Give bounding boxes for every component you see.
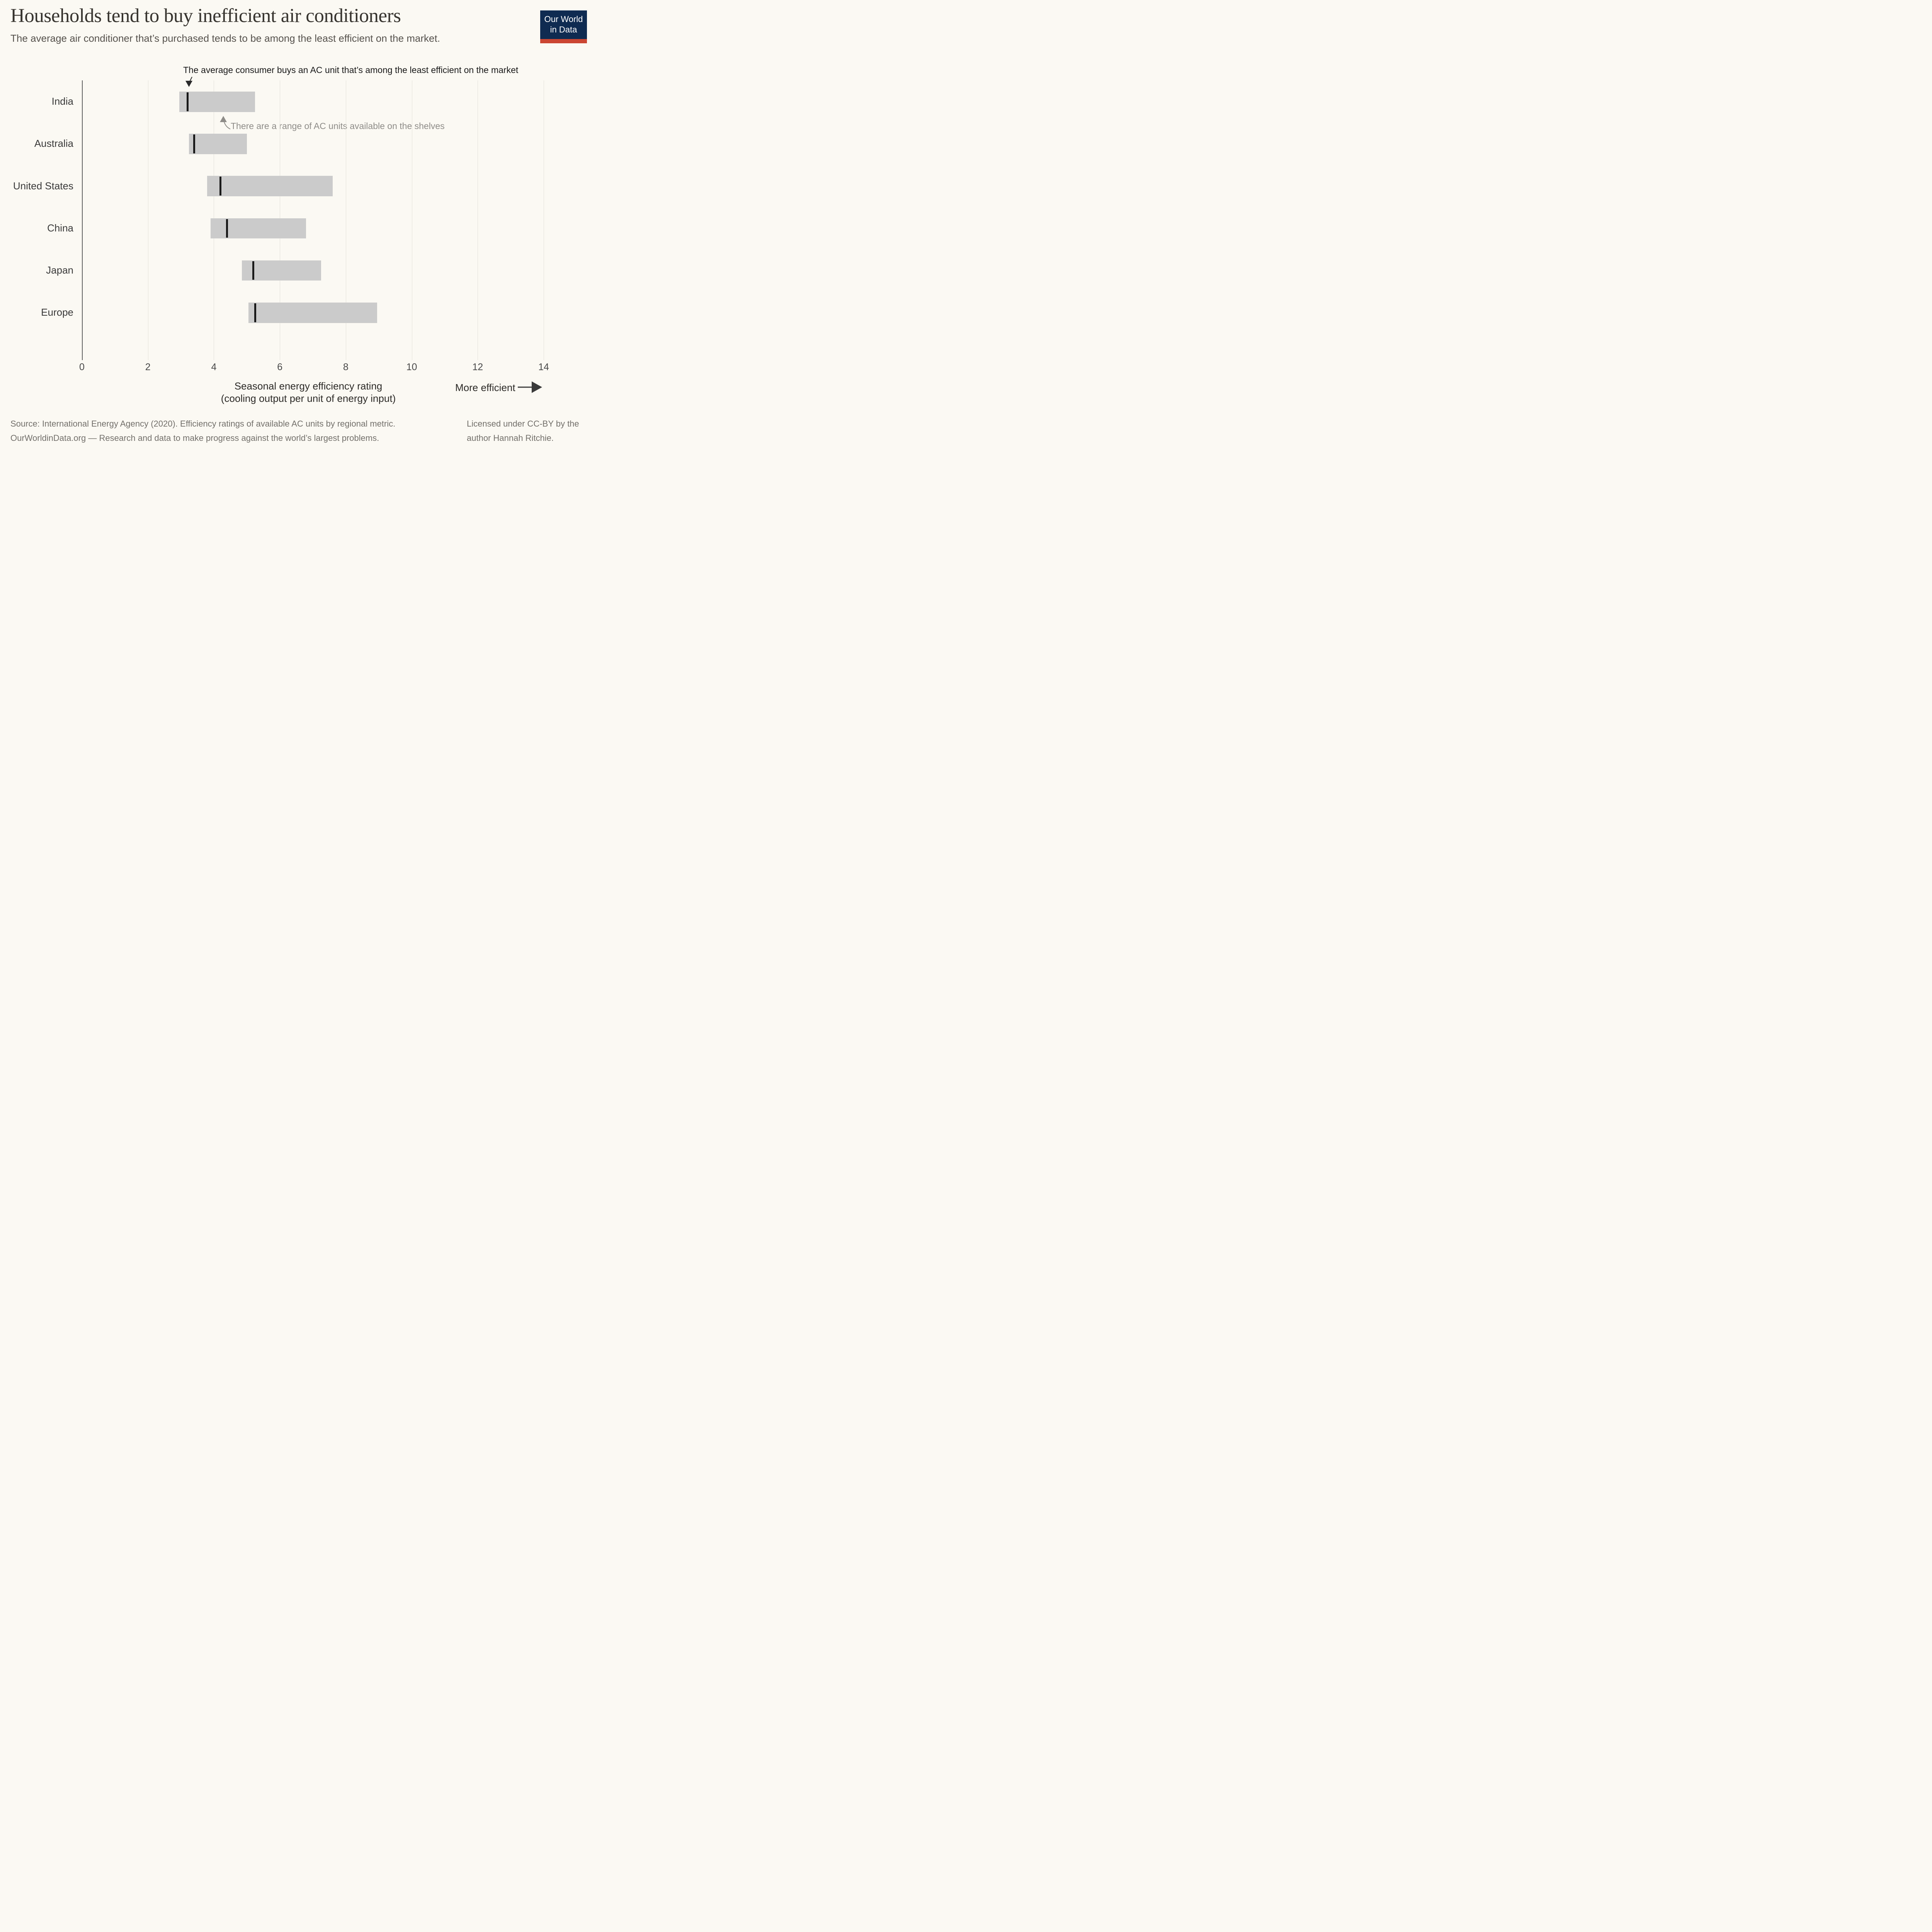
page-title: Households tend to buy inefficient air c…: [10, 5, 401, 27]
x-tick-label-8: 8: [343, 362, 349, 372]
y-axis-line: [82, 80, 83, 360]
footer-license: Licensed under CC-BY by the author Hanna…: [467, 417, 579, 445]
page-subtitle: The average air conditioner that’s purch…: [10, 32, 440, 44]
x-tick-label-12: 12: [472, 362, 483, 372]
average-marker: [254, 303, 256, 322]
x-tick-label-2: 2: [145, 362, 151, 372]
arrow-to-average-tick: [185, 77, 193, 87]
category-label-europe: Europe: [41, 306, 73, 318]
x-tick-label-6: 6: [277, 362, 283, 372]
owid-logo-box: Our World in Data: [540, 10, 587, 39]
owid-logo-accent-bar: [540, 39, 587, 43]
annotation-average-consumer: The average consumer buys an AC unit tha…: [183, 65, 519, 75]
arrow-to-range-bar: [220, 116, 231, 129]
footer-license-line2: author Hannah Ritchie.: [467, 433, 554, 443]
average-marker: [193, 134, 195, 153]
category-label-china: China: [47, 222, 73, 234]
category-label-india: India: [51, 95, 73, 107]
average-marker: [219, 177, 221, 196]
range-bar: [189, 134, 247, 154]
range-bar: [210, 218, 306, 239]
category-label-japan: Japan: [46, 264, 73, 276]
x-axis-label: Seasonal energy efficiency rating (cooli…: [154, 380, 463, 405]
footer-license-line1: Licensed under CC-BY by the: [467, 419, 579, 429]
x-axis-label-line2: (cooling output per unit of energy input…: [221, 393, 396, 404]
x-tick-label-4: 4: [211, 362, 217, 372]
x-tick-label-10: 10: [406, 362, 417, 372]
owid-logo-line2: in Data: [550, 25, 577, 34]
range-bar: [242, 260, 321, 281]
owid-logo-line1: Our World: [544, 14, 583, 24]
range-bar: [248, 303, 377, 323]
range-bar: [179, 92, 255, 112]
average-marker: [252, 261, 255, 280]
x-tick-label-14: 14: [538, 362, 549, 372]
chart-page: Households tend to buy inefficient air c…: [0, 0, 598, 448]
x-axis-label-line1: Seasonal energy efficiency rating: [234, 380, 383, 392]
range-bar: [207, 176, 333, 196]
owid-logo: Our World in Data: [540, 10, 587, 43]
footer-source: Source: International Energy Agency (202…: [10, 417, 395, 445]
footer-source-line: Source: International Energy Agency (202…: [10, 419, 396, 429]
category-label-australia: Australia: [34, 138, 73, 150]
x-tick-label-0: 0: [79, 362, 85, 372]
annotation-range-available: There are a range of AC units available …: [231, 121, 445, 131]
average-marker: [186, 92, 189, 111]
average-marker: [226, 219, 228, 238]
category-label-united-states: United States: [13, 180, 73, 192]
footer-owid-line: OurWorldinData.org — Research and data t…: [10, 433, 379, 443]
more-efficient-label: More efficient: [455, 382, 515, 393]
